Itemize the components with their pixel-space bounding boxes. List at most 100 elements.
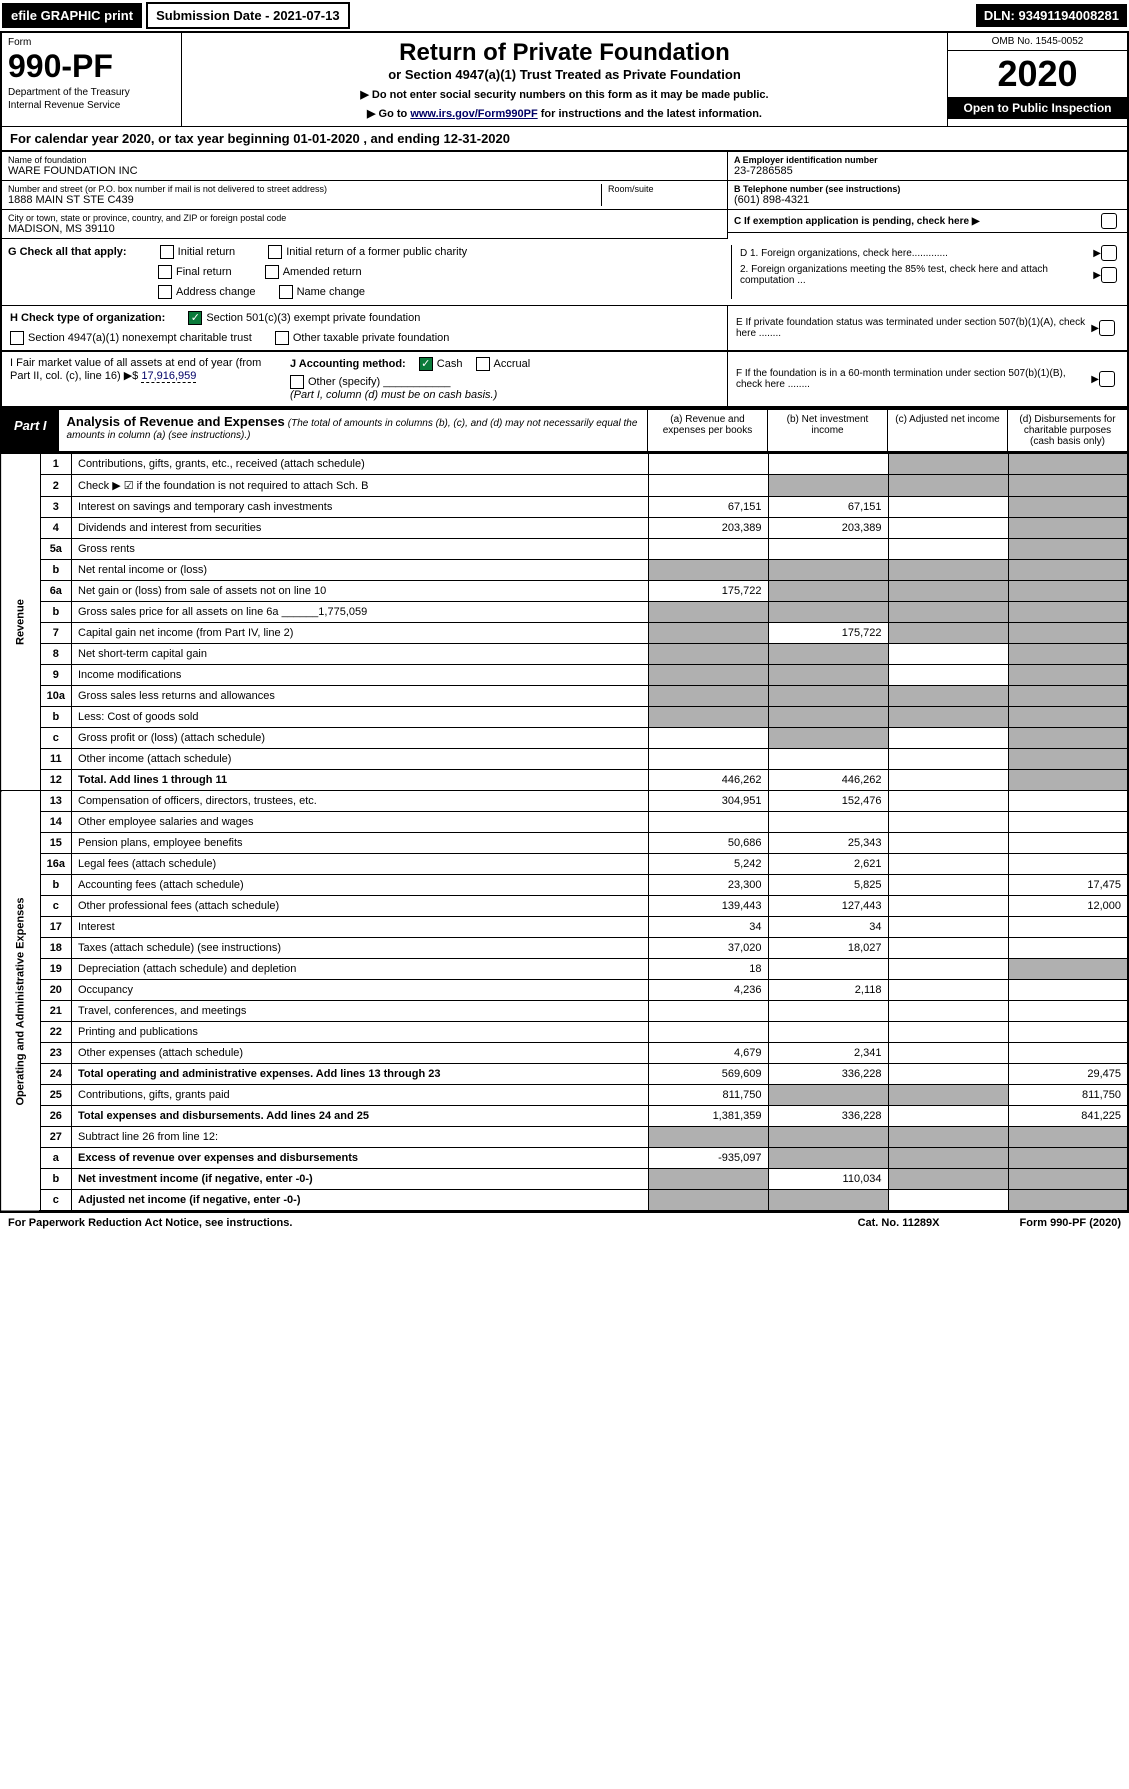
table-row: 17Interest3434 bbox=[1, 917, 1128, 938]
f-checkbox[interactable] bbox=[1099, 371, 1115, 387]
revenue-side-label: Revenue bbox=[1, 454, 40, 791]
f-cell: F If the foundation is in a 60-month ter… bbox=[727, 352, 1127, 406]
line-number: 21 bbox=[40, 1001, 71, 1022]
amount-cell bbox=[1008, 475, 1128, 497]
addr-change-checkbox[interactable] bbox=[158, 285, 172, 299]
amount-cell bbox=[768, 1190, 888, 1212]
amount-cell bbox=[888, 581, 1008, 602]
amount-cell: 23,300 bbox=[648, 875, 768, 896]
initial-return-checkbox[interactable] bbox=[160, 245, 174, 259]
top-bar: efile GRAPHIC print Submission Date - 20… bbox=[0, 0, 1129, 31]
e-checkbox[interactable] bbox=[1099, 320, 1115, 336]
amount-cell bbox=[648, 644, 768, 665]
table-row: 15Pension plans, employee benefits50,686… bbox=[1, 833, 1128, 854]
line-desc: Other employee salaries and wages bbox=[72, 812, 649, 833]
amount-cell bbox=[1008, 1190, 1128, 1212]
form-title: Return of Private Foundation bbox=[188, 39, 941, 67]
amount-cell bbox=[1008, 518, 1128, 539]
other-method-checkbox[interactable] bbox=[290, 375, 304, 389]
amount-cell: 67,151 bbox=[768, 497, 888, 518]
4947-checkbox[interactable] bbox=[10, 331, 24, 345]
foundation-name-cell: Name of foundation WARE FOUNDATION INC bbox=[2, 152, 727, 181]
line-desc: Travel, conferences, and meetings bbox=[72, 1001, 649, 1022]
cash-checkbox[interactable]: ✓ bbox=[419, 357, 433, 371]
amount-cell bbox=[1008, 686, 1128, 707]
header-right: OMB No. 1545-0052 2020 Open to Public In… bbox=[947, 33, 1127, 126]
amount-cell bbox=[888, 770, 1008, 791]
amount-cell bbox=[768, 1022, 888, 1043]
form-subtitle: or Section 4947(a)(1) Trust Treated as P… bbox=[188, 67, 941, 82]
line-number: 15 bbox=[40, 833, 71, 854]
other-taxable-checkbox[interactable] bbox=[275, 331, 289, 345]
d2-checkbox[interactable] bbox=[1101, 267, 1117, 283]
amount-cell bbox=[888, 665, 1008, 686]
amount-cell: 5,242 bbox=[648, 854, 768, 875]
table-row: 8Net short-term capital gain bbox=[1, 644, 1128, 665]
501c3-checkbox[interactable]: ✓ bbox=[188, 311, 202, 325]
amount-cell bbox=[888, 1085, 1008, 1106]
amount-cell: 175,722 bbox=[768, 623, 888, 644]
amount-cell: 37,020 bbox=[648, 938, 768, 959]
amount-cell bbox=[768, 1001, 888, 1022]
line-number: 17 bbox=[40, 917, 71, 938]
amount-cell: 4,679 bbox=[648, 1043, 768, 1064]
c-checkbox[interactable] bbox=[1101, 213, 1117, 229]
line-desc: Interest bbox=[72, 917, 649, 938]
amount-cell: 811,750 bbox=[648, 1085, 768, 1106]
amount-cell bbox=[768, 539, 888, 560]
note-ssn: ▶ Do not enter social security numbers o… bbox=[188, 88, 941, 101]
amount-cell bbox=[648, 1022, 768, 1043]
line-number: 2 bbox=[40, 475, 71, 497]
amount-cell bbox=[648, 707, 768, 728]
line-desc: Accounting fees (attach schedule) bbox=[72, 875, 649, 896]
amount-cell bbox=[888, 1022, 1008, 1043]
line-desc: Taxes (attach schedule) (see instruction… bbox=[72, 938, 649, 959]
amount-cell bbox=[1008, 749, 1128, 770]
d1-checkbox[interactable] bbox=[1101, 245, 1117, 261]
fmv-value: 17,916,959 bbox=[141, 370, 196, 383]
line-desc: Other income (attach schedule) bbox=[72, 749, 649, 770]
table-row: Revenue1Contributions, gifts, grants, et… bbox=[1, 454, 1128, 475]
open-inspection: Open to Public Inspection bbox=[948, 97, 1127, 119]
amount-cell bbox=[1008, 938, 1128, 959]
line-number: 8 bbox=[40, 644, 71, 665]
line-number: 12 bbox=[40, 770, 71, 791]
line-desc: Check ▶ ☑ if the foundation is not requi… bbox=[72, 475, 649, 497]
efile-button[interactable]: efile GRAPHIC print bbox=[2, 3, 142, 28]
table-row: 25Contributions, gifts, grants paid811,7… bbox=[1, 1085, 1128, 1106]
line-desc: Total expenses and disbursements. Add li… bbox=[72, 1106, 649, 1127]
line-number: c bbox=[40, 1190, 71, 1212]
amount-cell bbox=[648, 560, 768, 581]
accrual-checkbox[interactable] bbox=[476, 357, 490, 371]
table-row: 7Capital gain net income (from Part IV, … bbox=[1, 623, 1128, 644]
amount-cell: 50,686 bbox=[648, 833, 768, 854]
address-cell: Number and street (or P.O. box number if… bbox=[2, 181, 727, 210]
paperwork-notice: For Paperwork Reduction Act Notice, see … bbox=[8, 1217, 292, 1229]
form-ref: Form 990-PF (2020) bbox=[1020, 1217, 1121, 1229]
amount-cell: 304,951 bbox=[648, 791, 768, 812]
part1-table: Revenue1Contributions, gifts, grants, et… bbox=[0, 453, 1129, 1212]
table-row: 16aLegal fees (attach schedule)5,2422,62… bbox=[1, 854, 1128, 875]
amount-cell bbox=[888, 728, 1008, 749]
form990pf-link[interactable]: www.irs.gov/Form990PF bbox=[410, 108, 537, 120]
amount-cell bbox=[1008, 1169, 1128, 1190]
final-return-checkbox[interactable] bbox=[158, 265, 172, 279]
amount-cell bbox=[888, 602, 1008, 623]
amount-cell bbox=[888, 980, 1008, 1001]
amount-cell bbox=[768, 581, 888, 602]
line-number: 27 bbox=[40, 1127, 71, 1148]
name-change-checkbox[interactable] bbox=[279, 285, 293, 299]
amount-cell bbox=[1008, 602, 1128, 623]
table-row: 11Other income (attach schedule) bbox=[1, 749, 1128, 770]
line-number: 20 bbox=[40, 980, 71, 1001]
initial-former-checkbox[interactable] bbox=[268, 245, 282, 259]
amount-cell bbox=[1008, 1043, 1128, 1064]
part1-label: Part I bbox=[2, 410, 59, 451]
amended-checkbox[interactable] bbox=[265, 265, 279, 279]
line-desc: Adjusted net income (if negative, enter … bbox=[72, 1190, 649, 1212]
amount-cell bbox=[888, 644, 1008, 665]
amount-cell bbox=[648, 812, 768, 833]
line-number: 26 bbox=[40, 1106, 71, 1127]
amount-cell bbox=[888, 1169, 1008, 1190]
line-number: 23 bbox=[40, 1043, 71, 1064]
